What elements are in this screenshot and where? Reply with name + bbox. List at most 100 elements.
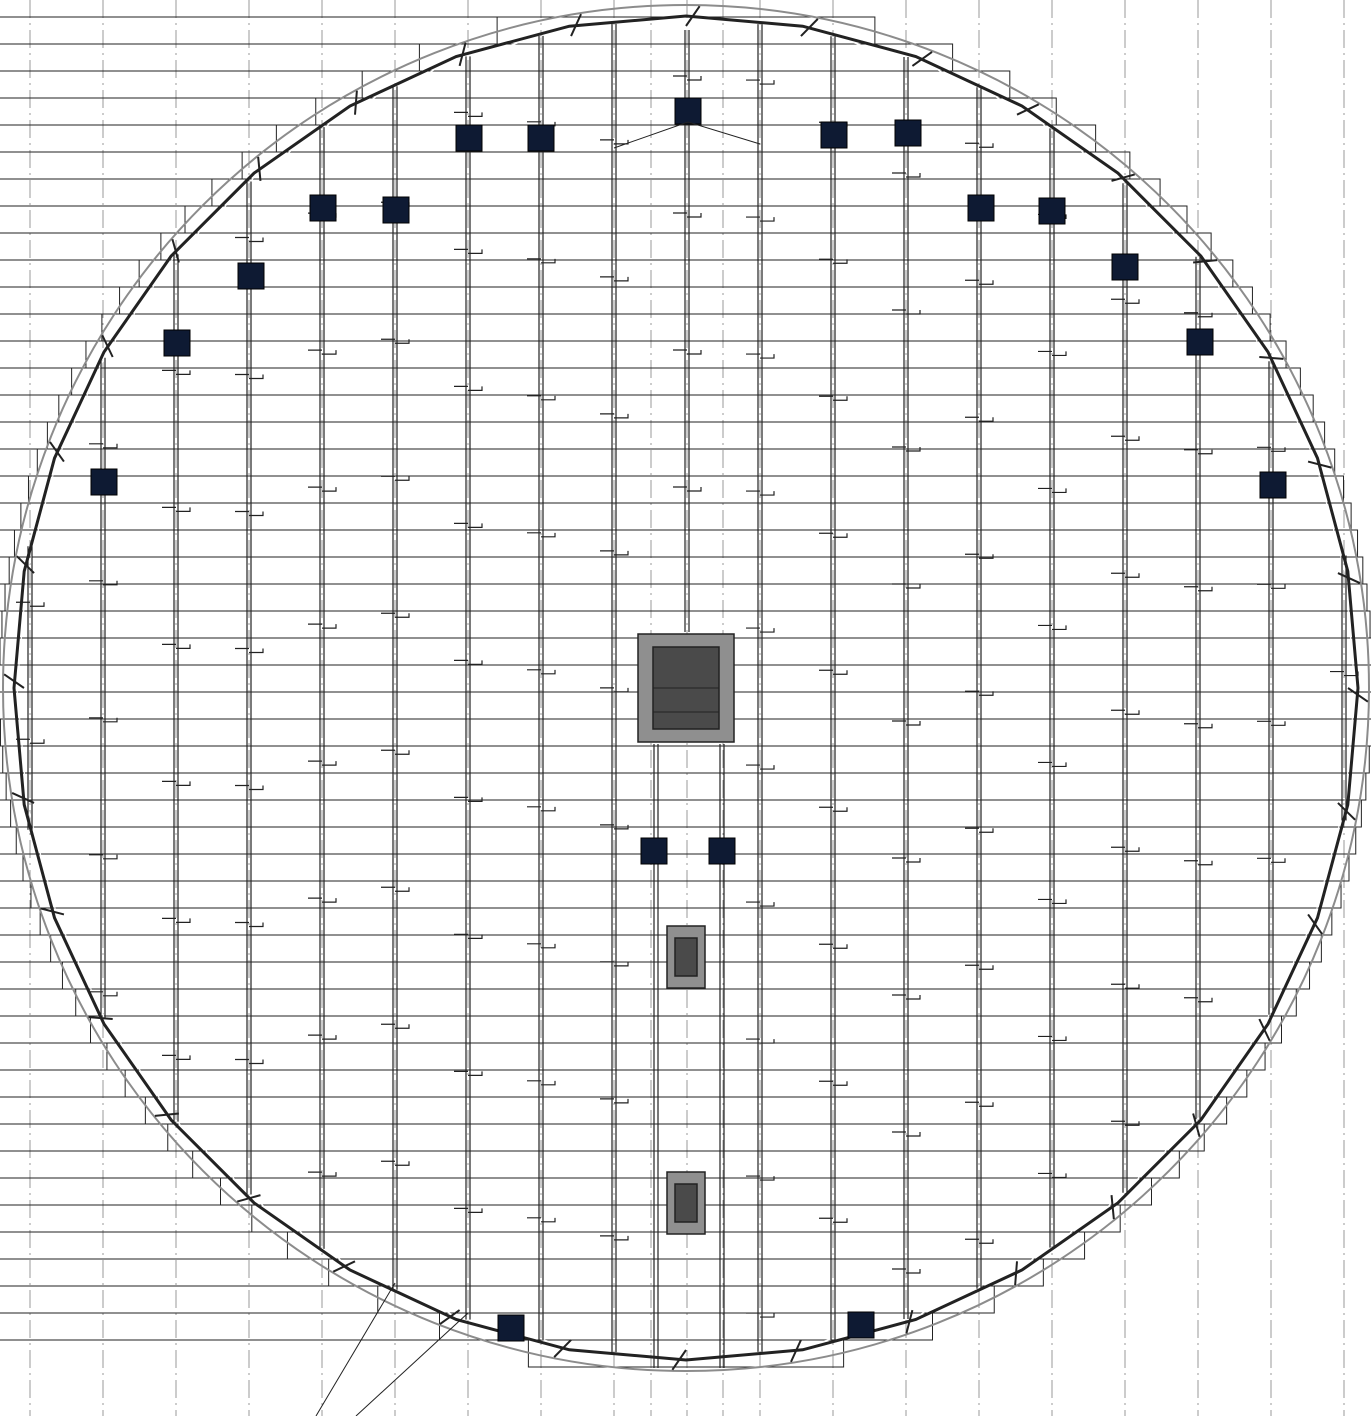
dash-grid	[29, 0, 1345, 1416]
rafter-clip	[746, 79, 775, 85]
rafter-clip	[308, 1171, 337, 1177]
ring-splice-tick	[458, 42, 467, 67]
ring-splice-tick	[800, 18, 819, 37]
ring-splice-tick	[1192, 1113, 1201, 1138]
rafter-clip	[965, 142, 994, 148]
floor-plate-step	[138, 259, 1234, 288]
rafter-clip	[746, 353, 775, 359]
floor-plate-step	[328, 1258, 1044, 1287]
floor-plate-step	[361, 70, 1011, 99]
rafter-clip	[527, 1217, 556, 1223]
floor-plate-step	[27, 475, 1345, 504]
rafter-clip	[454, 111, 483, 117]
rafter-clip	[819, 1080, 848, 1086]
support-post	[640, 837, 668, 865]
rafter-clip	[235, 784, 264, 791]
rafter-clip	[527, 532, 556, 538]
floor-plate-step	[275, 124, 1097, 153]
ring-beam-inner	[16, 18, 1356, 1358]
rafter-clip	[1038, 624, 1067, 631]
floor-plate-step	[106, 1042, 1266, 1071]
rafter-clip	[235, 236, 264, 243]
rafter-clip	[162, 643, 191, 650]
rafter-clip	[1257, 583, 1286, 589]
rafter-clip	[1257, 857, 1286, 863]
support-post	[1038, 197, 1066, 225]
floor-plate-step	[2, 745, 1370, 774]
support-post	[237, 262, 265, 290]
ring-splice-tick	[101, 334, 114, 358]
floor-plate-step	[30, 880, 1342, 909]
rafter-clip	[162, 917, 191, 924]
rafter-clip	[308, 897, 337, 903]
floor-plate-step	[46, 421, 1326, 450]
floor-plate-step	[8, 556, 1364, 585]
rafter-clip	[819, 532, 848, 538]
support-post	[527, 124, 555, 152]
ring-splice-tick	[236, 1194, 261, 1203]
ring-splice-tick	[1111, 173, 1136, 182]
rafter-clip	[965, 553, 994, 559]
rafter-clip	[600, 961, 629, 967]
rafter-clip	[746, 764, 775, 770]
rafter-clip	[454, 248, 483, 254]
drain-sump-inner	[674, 937, 698, 977]
ring-splice-tick	[685, 5, 701, 27]
rafter-clip	[235, 510, 264, 517]
rafter-clip	[1184, 860, 1213, 866]
ring-splice-tick	[1258, 1018, 1271, 1042]
rafter-clip	[1038, 1035, 1067, 1042]
rafter-clip	[600, 139, 629, 145]
rafter-clip	[454, 1207, 483, 1213]
rafter-clip	[1330, 670, 1359, 677]
support-post	[455, 124, 483, 152]
floor-plate-step	[36, 448, 1336, 477]
rafter-clip	[673, 75, 702, 81]
rafter-clip	[965, 1238, 994, 1244]
support-post	[1111, 253, 1139, 281]
floor-plate-step	[144, 1096, 1228, 1125]
ring-splice-tick	[1307, 913, 1323, 935]
rafter-clip	[600, 413, 629, 419]
support-post	[1186, 328, 1214, 356]
rafter-clip	[1184, 312, 1213, 318]
rafter-clip	[162, 1054, 191, 1061]
support-post	[1259, 471, 1287, 499]
ring-splice-tick	[11, 792, 35, 804]
floor-plate-step	[124, 1069, 1248, 1098]
rafter-clip	[1111, 1120, 1140, 1126]
rafter-clip	[308, 760, 337, 766]
rafter-clip	[527, 806, 556, 812]
rafter-clip	[89, 991, 118, 997]
rafter-clip	[600, 1235, 629, 1241]
floor-plate-step	[286, 1231, 1086, 1260]
rafter-clip	[308, 486, 337, 492]
rafter-clip	[965, 416, 994, 422]
rafter-clip	[746, 901, 775, 907]
ring-beam-outer	[12, 14, 1360, 1362]
rafter-clip	[819, 943, 848, 949]
rafter-clip	[965, 964, 994, 970]
shell-ring	[2, 4, 1370, 1372]
ring-splice-tick	[905, 1309, 914, 1334]
ring-splice-tick	[790, 1339, 802, 1363]
rafter-clip	[1038, 487, 1067, 494]
rafter-clip	[673, 486, 702, 492]
ring-splice-tick	[671, 1349, 687, 1371]
rafter-clip	[819, 395, 848, 401]
support-post	[382, 196, 410, 224]
rafter-clip	[892, 446, 921, 452]
floor-plate-step	[75, 988, 1297, 1017]
rafter-clip	[527, 1080, 556, 1086]
floor-plate-step	[211, 178, 1161, 207]
rafter-clip	[819, 258, 848, 264]
support-post	[674, 97, 702, 125]
outside-horizontal-lines	[0, 16, 557, 1341]
rafter-clip	[746, 216, 775, 222]
rafter-clip	[308, 623, 337, 629]
floor-plate-step	[90, 1015, 1282, 1044]
rafter-clip	[600, 1098, 629, 1104]
support-post	[163, 329, 191, 357]
rafter-clip	[527, 669, 556, 675]
support-post	[497, 1314, 525, 1342]
